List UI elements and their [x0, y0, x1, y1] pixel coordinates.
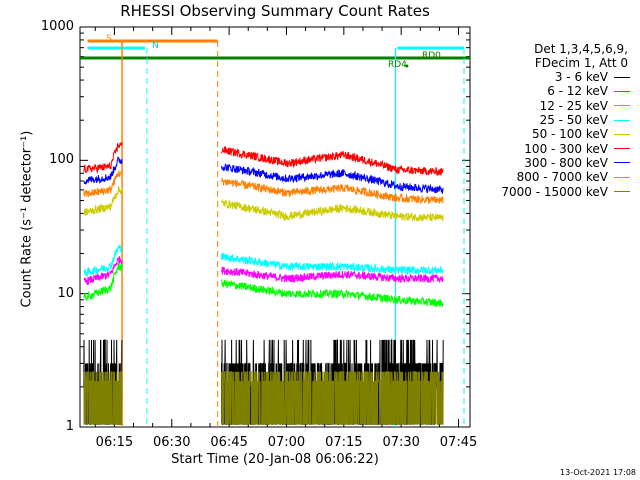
series-line-7-seg-0	[83, 170, 123, 198]
legend-swatch	[614, 133, 630, 135]
series-line-1-seg-1	[221, 266, 444, 284]
y-tick-label: 1	[65, 419, 74, 434]
x-axis-label: Start Time (20-Jan-08 06:06:22)	[171, 452, 379, 467]
x-tick-label: 06:45	[210, 435, 248, 450]
series-line-3-seg-0	[83, 244, 123, 278]
legend: Det 1,3,4,5,6,9, FDecim 1, Att 0 3 - 6 k…	[480, 42, 630, 199]
chart-title: RHESSI Observing Summary Count Rates	[120, 2, 430, 20]
y-tick-label: 10	[57, 285, 74, 301]
x-tick-label: 06:15	[95, 435, 134, 450]
series-line-1-seg-0	[83, 255, 123, 286]
legend-entry: 25 - 50 keV	[480, 113, 630, 127]
legend-label: 3 - 6 keV	[554, 70, 608, 85]
legend-header-line-2: FDecim 1, Att 0	[534, 56, 628, 70]
legend-swatch	[614, 105, 630, 107]
series-line-5-seg-0	[83, 141, 123, 174]
series-line-8-seg-1	[221, 371, 444, 425]
n-flag-label: N	[152, 41, 159, 51]
legend-entry: 800 - 7000 keV	[480, 170, 630, 184]
series-line-2-seg-0	[83, 262, 123, 301]
legend-swatch	[614, 162, 630, 164]
legend-swatch	[614, 148, 630, 150]
y-axis-label: Count Rate (s⁻¹ detector⁻¹)	[19, 130, 35, 308]
series-line-8-seg-0	[83, 371, 123, 425]
x-tick-label: 07:15	[325, 435, 363, 450]
legend-swatch	[614, 191, 630, 193]
series-line-5-seg-1	[221, 145, 444, 176]
legend-entry: 7000 - 15000 keV	[480, 184, 630, 199]
legend-entry: 300 - 800 keV	[480, 156, 630, 170]
legend-label: 7000 - 15000 keV	[501, 184, 608, 199]
legend-swatch	[614, 119, 630, 121]
legend-swatch	[614, 90, 630, 92]
series-line-3-seg-1	[221, 252, 444, 276]
y-tick-label: 1000	[40, 19, 74, 34]
legend-swatch	[614, 76, 630, 78]
rd0-flag-label: RD0	[422, 51, 441, 61]
legend-entry: 100 - 300 keV	[480, 141, 630, 156]
y-tick-label: 100	[49, 152, 74, 168]
x-tick-label: 07:30	[382, 435, 420, 450]
s-flag-label: S	[106, 34, 112, 44]
legend-label: 100 - 300 keV	[524, 141, 608, 156]
series-line-4-seg-0	[83, 186, 123, 217]
legend-entry: 3 - 6 keV	[480, 70, 630, 84]
legend-entry: 50 - 100 keV	[480, 127, 630, 141]
x-tick-label: 07:00	[267, 435, 306, 450]
series-line-7-seg-1	[221, 177, 444, 204]
series-line-4-seg-1	[221, 198, 444, 222]
generation-timestamp: 13-Oct-2021 17:08	[560, 468, 636, 477]
legend-label: 800 - 7000 keV	[516, 170, 608, 185]
legend-swatch	[614, 176, 630, 178]
rd4-flag-label: RD4	[388, 60, 407, 70]
x-tick-label: 06:30	[153, 435, 191, 450]
series-line-6-seg-0	[83, 156, 123, 186]
series-line-2-seg-1	[221, 279, 444, 307]
plot-frame	[79, 26, 471, 428]
series-line-6-seg-1	[221, 162, 444, 194]
legend-label: 25 - 50 keV	[539, 113, 608, 128]
x-tick-label: 07:45	[439, 435, 478, 450]
legend-label: 12 - 25 keV	[539, 98, 608, 113]
legend-header-line-1: Det 1,3,4,5,6,9,	[534, 42, 628, 56]
rd4-marker	[405, 64, 409, 68]
legend-entry: 12 - 25 keV	[480, 99, 630, 113]
legend-label: 50 - 100 keV	[531, 127, 608, 142]
legend-entry: 6 - 12 keV	[480, 84, 630, 98]
legend-label: 6 - 12 keV	[547, 84, 608, 99]
legend-label: 300 - 800 keV	[524, 155, 608, 170]
